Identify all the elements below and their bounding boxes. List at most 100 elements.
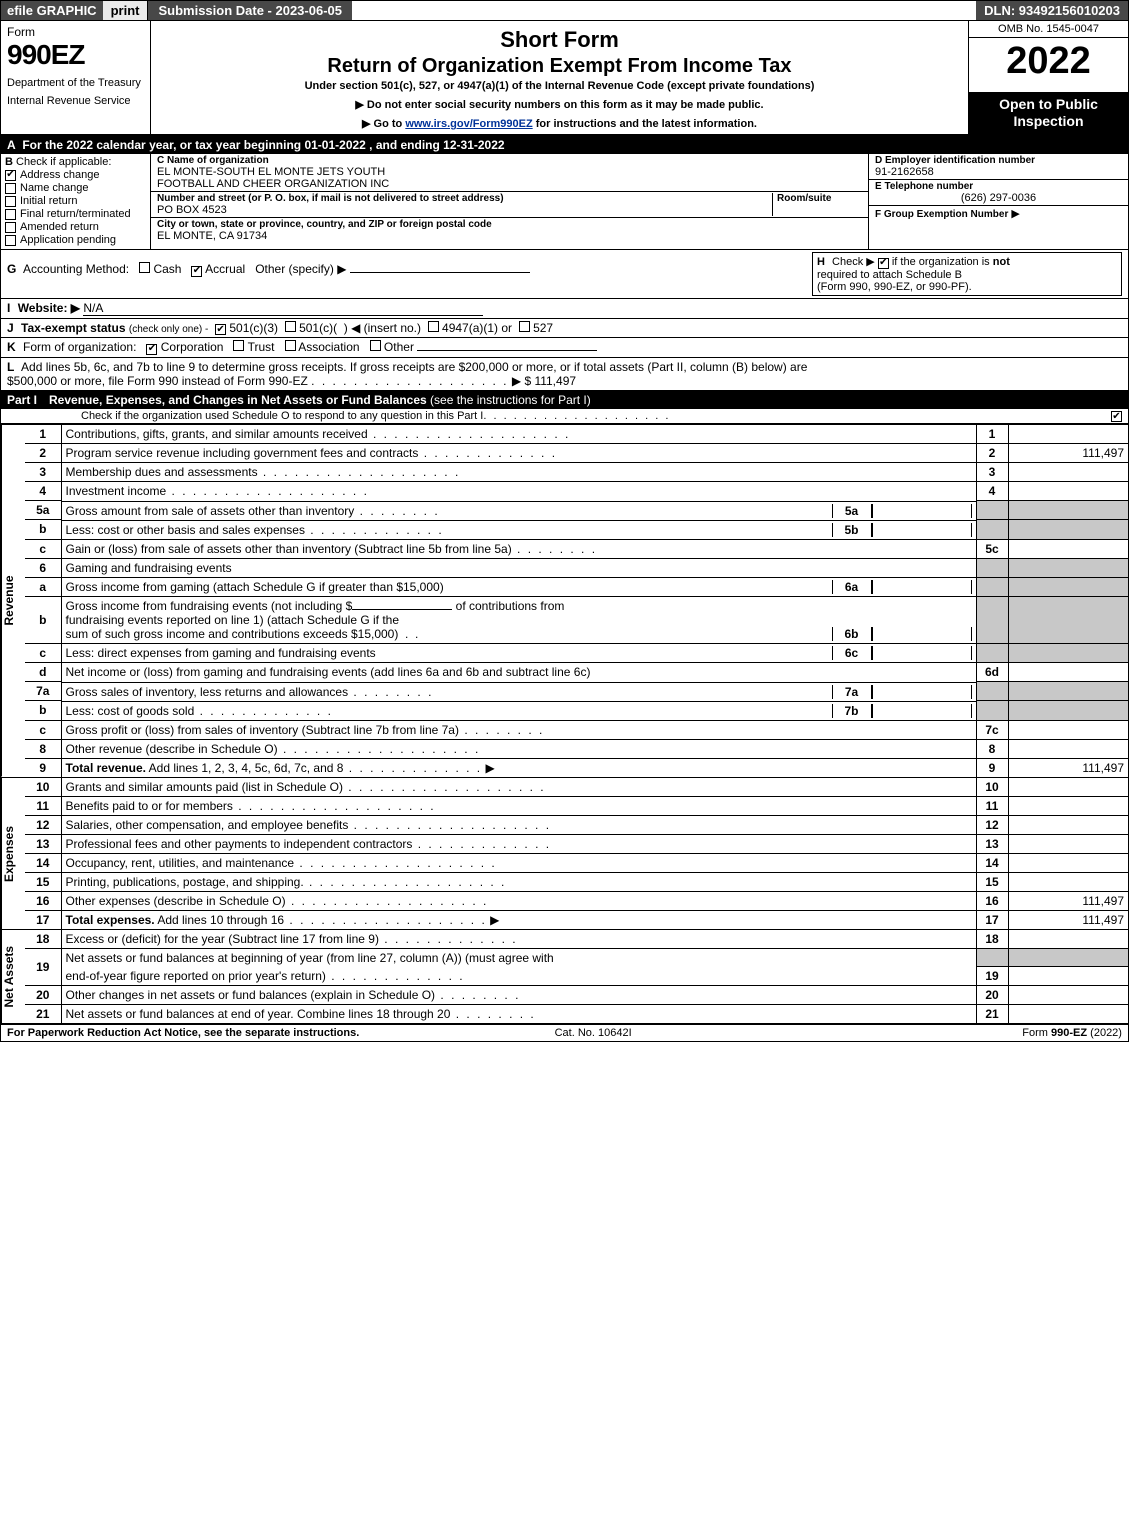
gross-receipts-amount: $ 111,497: [524, 374, 576, 388]
table-row: 2Program service revenue including gover…: [25, 444, 1128, 463]
chk-501c[interactable]: [285, 321, 296, 332]
chk-accrual[interactable]: [191, 266, 202, 277]
table-row: 16Other expenses (describe in Schedule O…: [25, 891, 1128, 910]
revenue-table: 1Contributions, gifts, grants, and simil…: [25, 425, 1128, 777]
checkbox-icon: [5, 196, 16, 207]
line-g: G Accounting Method: Cash Accrual Other …: [1, 250, 1128, 299]
form-label: Form: [7, 25, 144, 39]
line-h: H Check ▶ if the organization is not req…: [812, 252, 1122, 296]
part1-header: Part I Revenue, Expenses, and Changes in…: [1, 391, 1128, 409]
table-row: 1Contributions, gifts, grants, and simil…: [25, 425, 1128, 444]
header-left: Form 990EZ Department of the Treasury In…: [1, 21, 151, 134]
table-row: cGain or (loss) from sale of assets othe…: [25, 539, 1128, 558]
chk-cash[interactable]: [139, 262, 150, 273]
footer: For Paperwork Reduction Act Notice, see …: [1, 1023, 1128, 1041]
table-row: 6Gaming and fundraising events: [25, 558, 1128, 577]
checkbox-icon: [5, 222, 16, 233]
table-row: 15Printing, publications, postage, and s…: [25, 872, 1128, 891]
table-row: 7aGross sales of inventory, less returns…: [25, 682, 1128, 701]
website-value: N/A: [83, 301, 483, 316]
irs-link[interactable]: www.irs.gov/Form990EZ: [405, 118, 532, 130]
chk-amended-return[interactable]: Amended return: [5, 221, 146, 233]
instruction-1: ▶ Do not enter social security numbers o…: [159, 98, 960, 111]
dept-treasury: Department of the Treasury: [7, 77, 144, 89]
table-row: aGross income from gaming (attach Schedu…: [25, 577, 1128, 597]
arrow-icon: ▶: [1011, 207, 1019, 220]
form-number: 990EZ: [7, 39, 144, 71]
table-row: 21Net assets or fund balances at end of …: [25, 1005, 1128, 1024]
table-row: 14Occupancy, rent, utilities, and mainte…: [25, 853, 1128, 872]
title-return: Return of Organization Exempt From Incom…: [159, 55, 960, 78]
table-row: 13Professional fees and other payments t…: [25, 834, 1128, 853]
table-row: 19Net assets or fund balances at beginni…: [25, 948, 1128, 967]
efile-link[interactable]: efile GRAPHIC: [1, 1, 103, 20]
subtitle: Under section 501(c), 527, or 4947(a)(1)…: [159, 80, 960, 92]
revenue-sidelabel: Revenue: [1, 425, 25, 777]
form-page: efile GRAPHIC print Submission Date - 20…: [0, 0, 1129, 1042]
chk-final-return[interactable]: Final return/terminated: [5, 208, 146, 220]
expenses-table: 10Grants and similar amounts paid (list …: [25, 778, 1128, 929]
submission-date: Submission Date - 2023-06-05: [148, 1, 352, 20]
chk-4947[interactable]: [428, 321, 439, 332]
other-specify-input[interactable]: [350, 272, 530, 273]
table-row: end-of-year figure reported on prior yea…: [25, 967, 1128, 986]
dept-irs: Internal Revenue Service: [7, 95, 144, 107]
chk-application-pending[interactable]: Application pending: [5, 234, 146, 246]
table-row: 4Investment income4: [25, 482, 1128, 501]
footer-right: Form 990-EZ (2022): [1022, 1027, 1122, 1039]
chk-corp[interactable]: [146, 344, 157, 355]
title-short-form: Short Form: [159, 27, 960, 53]
chk-527[interactable]: [519, 321, 530, 332]
chk-schedule-o[interactable]: [1111, 411, 1122, 422]
col-def: D Employer identification number 91-2162…: [868, 154, 1128, 249]
checkbox-icon: [5, 209, 16, 220]
table-row: 10Grants and similar amounts paid (list …: [25, 778, 1128, 797]
table-row: b Gross income from fundraising events (…: [25, 597, 1128, 644]
expenses-section: Expenses 10Grants and similar amounts pa…: [1, 777, 1128, 929]
chk-other[interactable]: [370, 340, 381, 351]
expenses-sidelabel: Expenses: [1, 778, 25, 929]
table-row: 8Other revenue (describe in Schedule O)8: [25, 739, 1128, 758]
table-row: bLess: cost or other basis and sales exp…: [25, 520, 1128, 540]
ein-cell: D Employer identification number 91-2162…: [869, 154, 1128, 180]
chk-trust[interactable]: [233, 340, 244, 351]
chk-name-change[interactable]: Name change: [5, 182, 146, 194]
line-i: I Website: ▶ N/A: [1, 299, 1128, 319]
netassets-sidelabel: Net Assets: [1, 930, 25, 1024]
part1-sub: Check if the organization used Schedule …: [1, 409, 1128, 425]
group-exemption-cell: F Group Exemption Number ▶: [869, 206, 1128, 221]
row-a: A For the 2022 calendar year, or tax yea…: [1, 136, 1128, 154]
other-org-input[interactable]: [417, 350, 597, 351]
line-l: L Add lines 5b, 6c, and 7b to line 9 to …: [1, 358, 1128, 391]
table-row: dNet income or (loss) from gaming and fu…: [25, 663, 1128, 682]
chk-assoc[interactable]: [285, 340, 296, 351]
table-row: 17Total expenses. Add lines 10 through 1…: [25, 910, 1128, 929]
topbar: efile GRAPHIC print Submission Date - 20…: [1, 1, 1128, 21]
address-cell: Number and street (or P. O. box, if mail…: [151, 192, 868, 218]
col-b: B Check if applicable: Address change Na…: [1, 154, 151, 249]
city-cell: City or town, state or province, country…: [151, 218, 868, 243]
checkbox-icon: [5, 170, 16, 181]
checkbox-icon: [5, 235, 16, 246]
table-row: 20Other changes in net assets or fund ba…: [25, 986, 1128, 1005]
org-name-cell: C Name of organization EL MONTE-SOUTH EL…: [151, 154, 868, 192]
chk-501c3[interactable]: [215, 324, 226, 335]
header-mid: Short Form Return of Organization Exempt…: [151, 21, 968, 134]
netassets-table: 18Excess or (deficit) for the year (Subt…: [25, 930, 1128, 1024]
form-header: Form 990EZ Department of the Treasury In…: [1, 21, 1128, 136]
phone-cell: E Telephone number (626) 297-0036: [869, 180, 1128, 206]
chk-schedule-b[interactable]: [878, 258, 889, 269]
table-row: 5aGross amount from sale of assets other…: [25, 501, 1128, 520]
table-row: cLess: direct expenses from gaming and f…: [25, 643, 1128, 663]
print-button[interactable]: print: [103, 1, 149, 20]
cat-no: Cat. No. 10642I: [555, 1027, 632, 1039]
tax-year: 2022: [969, 38, 1128, 83]
line-k: K Form of organization: Corporation Trus…: [1, 338, 1128, 358]
table-row: 3Membership dues and assessments3: [25, 463, 1128, 482]
chk-address-change[interactable]: Address change: [5, 169, 146, 181]
line-j: J Tax-exempt status (check only one) - 5…: [1, 319, 1128, 339]
table-row: 18Excess or (deficit) for the year (Subt…: [25, 930, 1128, 949]
header-right: OMB No. 1545-0047 2022 Open to PublicIns…: [968, 21, 1128, 134]
chk-initial-return[interactable]: Initial return: [5, 195, 146, 207]
table-row: 9Total revenue. Add lines 1, 2, 3, 4, 5c…: [25, 758, 1128, 777]
